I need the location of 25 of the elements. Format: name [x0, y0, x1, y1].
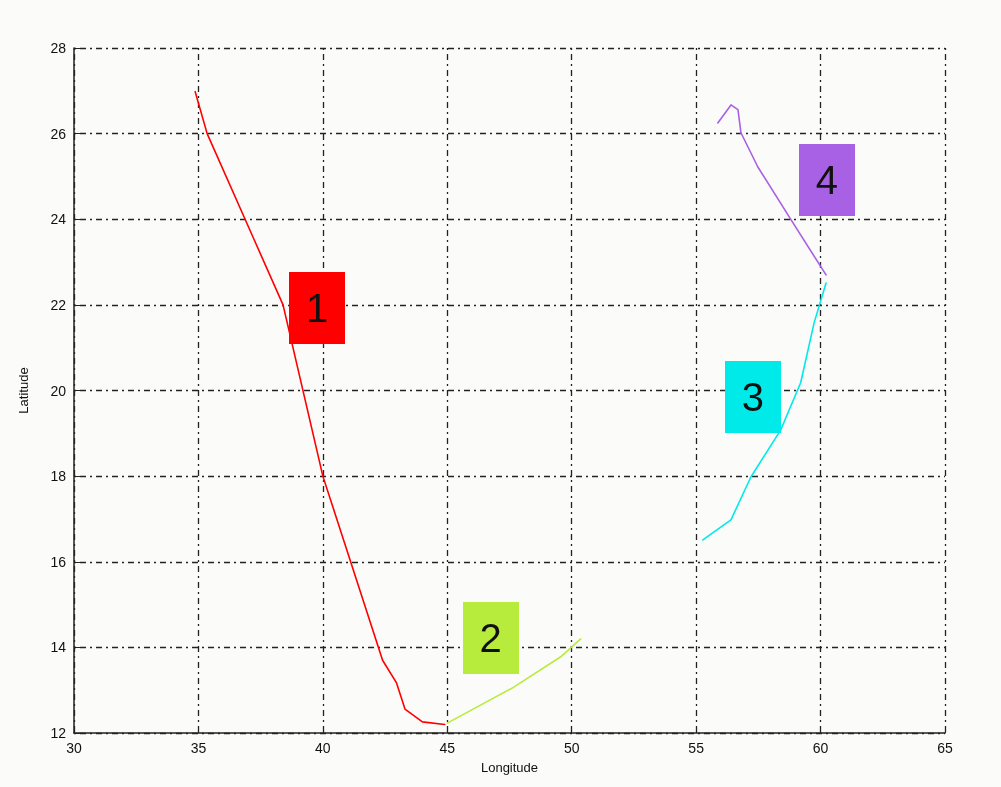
- x-tick-label: 55: [688, 740, 705, 756]
- y-tick-label: 20: [50, 382, 67, 399]
- line-series: [702, 282, 827, 541]
- y-tick-label: 24: [50, 211, 67, 228]
- number-tag: 4: [798, 143, 855, 216]
- number-tag: 3: [724, 360, 781, 433]
- y-tick-label: 12: [50, 725, 67, 741]
- y-tick-label: 22: [50, 296, 67, 313]
- number-tag: 1: [289, 271, 346, 344]
- y-tick-label: 16: [50, 553, 67, 570]
- y-tick-label: 28: [50, 40, 67, 56]
- y-tick-label: 26: [50, 125, 67, 142]
- x-tick-label: 60: [812, 740, 829, 756]
- line-series: [194, 90, 446, 726]
- x-tick-label: 50: [563, 740, 580, 756]
- y-tick-label: 14: [50, 639, 67, 656]
- number-tag: 2: [462, 602, 519, 675]
- x-tick-label: 35: [190, 740, 207, 756]
- x-tick-label: 30: [66, 740, 82, 756]
- x-axis-title: Longitude: [480, 760, 539, 775]
- x-tick-label: 45: [439, 740, 456, 756]
- y-axis-title: Latitude: [16, 367, 31, 414]
- x-tick-label: 40: [315, 740, 331, 756]
- x-tick-label: 65: [937, 740, 953, 756]
- y-tick-label: 18: [50, 468, 67, 485]
